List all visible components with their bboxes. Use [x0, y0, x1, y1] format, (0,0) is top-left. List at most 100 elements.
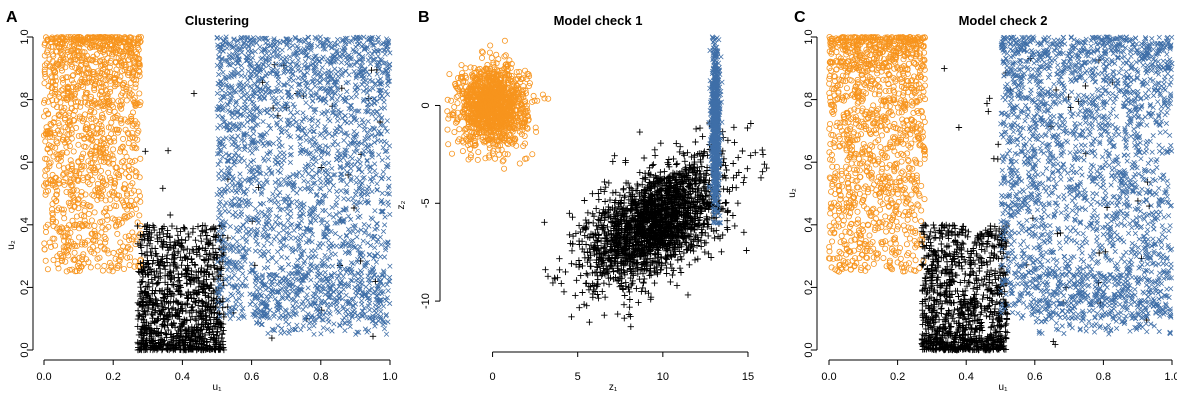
data-point-blue	[306, 172, 311, 177]
data-point-blue	[367, 185, 372, 190]
data-point-black	[168, 269, 174, 275]
data-point-blue	[236, 188, 241, 193]
data-point-blue	[335, 309, 340, 314]
data-point-blue	[362, 125, 367, 130]
data-point-blue	[301, 111, 306, 116]
data-point-blue	[335, 37, 340, 42]
data-point-blue	[291, 118, 296, 123]
data-point-blue	[280, 286, 285, 291]
data-point-orange	[43, 258, 48, 263]
data-point-blue	[247, 113, 252, 118]
data-point-orange	[99, 230, 104, 235]
data-point-blue	[308, 315, 313, 320]
data-point-blue	[335, 98, 340, 103]
data-point-blue	[276, 178, 281, 183]
data-point-blue	[296, 127, 301, 132]
data-point-blue	[241, 83, 246, 88]
data-point-blue	[273, 297, 278, 302]
data-point-orange	[59, 88, 64, 93]
data-point-blue	[338, 280, 343, 285]
data-point-blue	[215, 91, 220, 96]
data-point-orange	[88, 265, 93, 270]
data-point-blue	[346, 312, 351, 317]
data-point-blue	[338, 235, 343, 240]
data-point-blue	[287, 46, 292, 51]
data-point-blue	[231, 236, 236, 241]
data-point-blue	[220, 94, 225, 99]
data-point-orange	[45, 267, 50, 272]
data-point-blue	[366, 51, 371, 56]
data-point-blue	[225, 188, 230, 193]
data-point-blue	[256, 211, 261, 216]
data-point-blue	[302, 179, 307, 184]
data-point-blue	[359, 299, 364, 304]
data-point-blue	[215, 35, 220, 40]
data-point-blue	[369, 216, 374, 221]
data-point-blue	[252, 189, 257, 194]
data-point-orange	[138, 156, 143, 161]
data-point-blue	[320, 65, 325, 70]
data-point-blue	[340, 116, 345, 121]
data-point-blue	[249, 262, 254, 267]
data-point-blue	[272, 314, 277, 319]
data-point-blue	[289, 214, 294, 219]
data-point-blue	[266, 331, 271, 336]
data-point-blue	[337, 284, 342, 289]
data-point-blue	[240, 271, 245, 276]
data-point-blue	[304, 133, 309, 138]
data-point-blue	[270, 95, 275, 100]
data-point-blue	[297, 38, 302, 43]
data-point-blue	[330, 329, 335, 334]
data-point-blue	[223, 209, 228, 214]
data-point-blue	[352, 129, 357, 134]
data-point-blue	[298, 142, 303, 147]
data-point-blue	[221, 70, 226, 75]
data-point-blue	[315, 44, 320, 49]
data-point-blue	[286, 277, 291, 282]
data-point-blue	[365, 82, 370, 87]
data-point-black	[152, 287, 158, 293]
data-point-blue	[334, 200, 339, 205]
data-point-blue	[313, 284, 318, 289]
data-point-blue	[361, 42, 366, 47]
data-point-black	[188, 256, 194, 262]
data-point-blue	[306, 35, 311, 40]
data-point-blue	[303, 90, 308, 95]
data-point-blue	[287, 328, 292, 333]
data-point-blue	[274, 260, 279, 265]
data-point-orange	[137, 213, 142, 218]
data-point-orange	[111, 250, 116, 255]
data-point-blue	[360, 170, 365, 175]
data-point-blue	[325, 168, 330, 173]
data-point-blue	[342, 196, 347, 201]
data-point-blue	[374, 221, 379, 226]
data-point-blue	[335, 119, 340, 124]
data-point-blue	[230, 293, 235, 298]
data-point-black	[164, 252, 170, 258]
data-point-blue	[233, 105, 238, 110]
data-point-blue	[218, 36, 223, 41]
data-point-blue	[218, 98, 223, 103]
data-point-blue	[303, 115, 308, 120]
data-point-blue	[374, 173, 379, 178]
data-point-blue	[284, 320, 289, 325]
scatter-points-a	[41, 34, 392, 353]
data-point-blue	[295, 258, 300, 263]
data-point-blue	[240, 68, 245, 73]
data-point-orange	[94, 52, 99, 57]
data-point-blue	[220, 108, 225, 113]
data-point-blue	[377, 275, 382, 280]
data-point-orange	[48, 160, 53, 165]
data-point-blue	[288, 110, 293, 115]
data-point-blue	[255, 227, 260, 232]
data-point-blue	[258, 287, 263, 292]
data-point-blue	[317, 273, 322, 278]
data-point-blue	[227, 210, 232, 215]
data-point-blue	[228, 316, 233, 321]
data-point-blue	[348, 217, 353, 222]
data-point-blue	[290, 277, 295, 282]
data-point-blue	[386, 288, 391, 293]
data-point-blue	[343, 69, 348, 74]
data-point-blue	[385, 83, 390, 88]
data-point-black	[181, 225, 187, 231]
